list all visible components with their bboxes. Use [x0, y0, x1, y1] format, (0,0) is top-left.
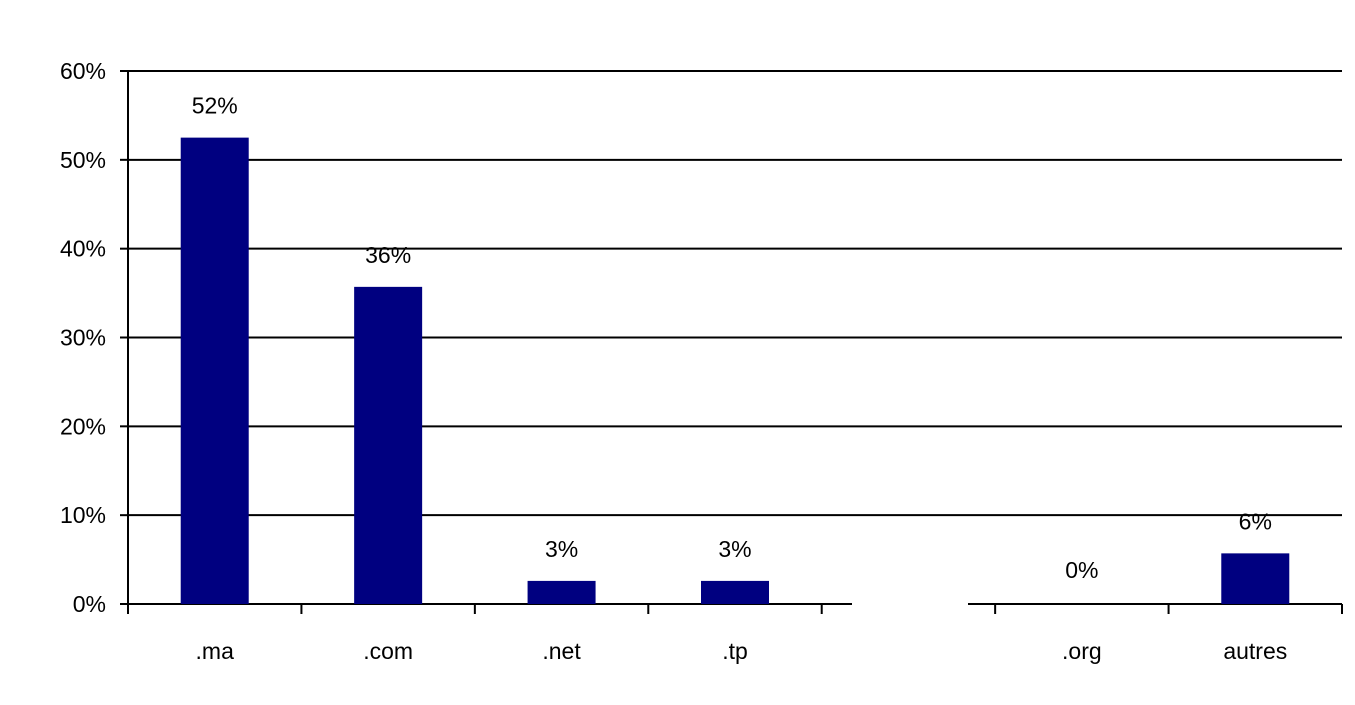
x-tick-label: .com — [363, 638, 413, 664]
data-label: 6% — [1239, 508, 1272, 534]
data-label: 3% — [545, 536, 578, 562]
data-labels: 52% 36% 3% 3% 0% 6% — [192, 93, 1272, 583]
y-tick-label: 30% — [60, 325, 106, 351]
blank-region — [852, 520, 968, 670]
x-tick-label: autres — [1223, 638, 1287, 664]
x-axis-tick-labels: .ma .com .net .tp .org autres — [196, 638, 1288, 664]
x-tick-label: .net — [542, 638, 581, 664]
y-axis-tick-labels: 0% 10% 20% 30% 40% 50% 60% — [60, 58, 106, 617]
x-tick-label: .tp — [722, 638, 748, 664]
axes — [120, 70, 1343, 614]
y-tick-label: 60% — [60, 58, 106, 84]
bars — [180, 137, 1290, 604]
bar — [180, 137, 249, 604]
bar — [1221, 553, 1290, 604]
y-tick-label: 0% — [73, 591, 106, 617]
bar — [701, 580, 769, 604]
y-tick-label: 40% — [60, 236, 106, 262]
y-tick-label: 10% — [60, 502, 106, 528]
data-label: 0% — [1065, 557, 1098, 583]
x-tick-label: .ma — [196, 638, 235, 664]
gridlines — [128, 70, 1342, 517]
bar — [354, 286, 423, 604]
bar — [527, 580, 596, 604]
y-tick-label: 50% — [60, 147, 106, 173]
y-tick-label: 20% — [60, 413, 106, 439]
data-label: 36% — [365, 242, 411, 268]
x-tick-label: .org — [1062, 638, 1102, 664]
data-label: 3% — [718, 536, 751, 562]
data-label: 52% — [192, 93, 238, 119]
